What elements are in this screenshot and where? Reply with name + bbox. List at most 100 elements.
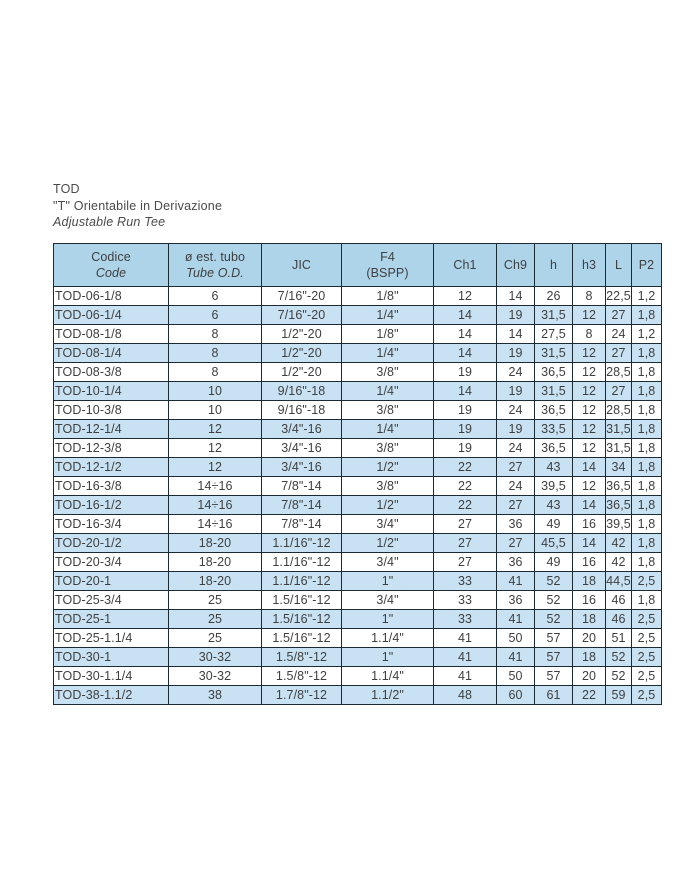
table-row: TOD-16-3/8 14÷16 7/8"-14 3/8" 22 24 39,5 12 36,5… (53, 476, 662, 496)
cell-h: 33,5 (534, 419, 573, 439)
cell-ch9: 24 (496, 362, 535, 382)
cell-code: TOD-06-1/8 (53, 286, 169, 306)
cell-f4: 1/8" (341, 324, 434, 344)
cell-p2: 1,8 (631, 419, 662, 439)
cell-l: 42 (605, 533, 632, 553)
cell-h: 57 (534, 647, 573, 667)
cell-od: 6 (168, 286, 262, 306)
cell-jic: 1/2"-20 (261, 343, 342, 363)
cell-od: 10 (168, 400, 262, 420)
cell-l: 28,5 (605, 400, 632, 420)
cell-ch1: 14 (433, 343, 497, 363)
cell-od: 6 (168, 305, 262, 325)
cell-code: TOD-20-1/2 (53, 533, 169, 553)
cell-ch1: 27 (433, 552, 497, 572)
cell-ch9: 19 (496, 381, 535, 401)
cell-ch9: 41 (496, 571, 535, 591)
cell-jic: 7/16"-20 (261, 286, 342, 306)
cell-p2: 1,8 (631, 590, 662, 610)
cell-od: 12 (168, 438, 262, 458)
cell-h3: 18 (572, 571, 606, 591)
table-row: TOD-38-1.1/2 38 1.7/8"-12 1.1/2" 48 60 61 22 59 2… (53, 685, 662, 705)
cell-l: 36,5 (605, 495, 632, 515)
cell-jic: 1.1/16"-12 (261, 533, 342, 553)
cell-l: 51 (605, 628, 632, 648)
column-header-label-it: Codice (91, 250, 131, 264)
cell-p2: 1,8 (631, 438, 662, 458)
cell-code: TOD-16-1/2 (53, 495, 169, 515)
cell-h: 61 (534, 685, 573, 705)
cell-h3: 18 (572, 647, 606, 667)
cell-ch1: 14 (433, 381, 497, 401)
table-row: TOD-10-1/4 10 9/16"-18 1/4" 14 19 31,5 12 27 1,8 (53, 381, 662, 401)
column-header-label-it: JIC (291, 258, 312, 272)
cell-h: 43 (534, 495, 573, 515)
cell-ch9: 50 (496, 666, 535, 686)
cell-ch9: 14 (496, 286, 535, 306)
cell-p2: 1,8 (631, 305, 662, 325)
column-header-l: L (605, 243, 632, 287)
cell-jic: 1/2"-20 (261, 362, 342, 382)
column-header-label-it: L (614, 258, 623, 272)
cell-code: TOD-20-3/4 (53, 552, 169, 572)
cell-h3: 22 (572, 685, 606, 705)
column-header-label-it: h3 (581, 258, 597, 272)
cell-jic: 7/8"-14 (261, 514, 342, 534)
cell-code: TOD-10-1/4 (53, 381, 169, 401)
cell-ch9: 60 (496, 685, 535, 705)
cell-p2: 1,8 (631, 343, 662, 363)
cell-ch1: 27 (433, 533, 497, 553)
cell-h3: 12 (572, 343, 606, 363)
cell-jic: 1.5/16"-12 (261, 590, 342, 610)
cell-jic: 7/8"-14 (261, 476, 342, 496)
cell-code: TOD-06-1/4 (53, 305, 169, 325)
cell-ch1: 48 (433, 685, 497, 705)
cell-p2: 2,5 (631, 571, 662, 591)
cell-h: 45,5 (534, 533, 573, 553)
cell-jic: 3/4"-16 (261, 419, 342, 439)
cell-h3: 18 (572, 609, 606, 629)
cell-p2: 2,5 (631, 685, 662, 705)
cell-h: 49 (534, 552, 573, 572)
column-header-label-it: P2 (638, 258, 655, 272)
cell-h3: 20 (572, 628, 606, 648)
cell-jic: 3/4"-16 (261, 457, 342, 477)
cell-p2: 1,2 (631, 324, 662, 344)
cell-h3: 12 (572, 305, 606, 325)
cell-p2: 2,5 (631, 609, 662, 629)
cell-h: 31,5 (534, 381, 573, 401)
cell-od: 25 (168, 609, 262, 629)
cell-f4: 3/8" (341, 476, 434, 496)
cell-ch1: 22 (433, 476, 497, 496)
cell-ch9: 19 (496, 343, 535, 363)
cell-jic: 1.5/16"-12 (261, 628, 342, 648)
cell-h: 57 (534, 666, 573, 686)
table-row: TOD-20-1 18-20 1.1/16"-12 1" 33 41 52 18 44,5 2,5 (53, 571, 662, 591)
cell-code: TOD-08-1/4 (53, 343, 169, 363)
cell-f4: 1/2" (341, 533, 434, 553)
cell-h: 39,5 (534, 476, 573, 496)
cell-l: 46 (605, 590, 632, 610)
product-code: TOD (53, 182, 80, 196)
cell-od: 8 (168, 324, 262, 344)
cell-p2: 2,5 (631, 628, 662, 648)
cell-od: 30-32 (168, 666, 262, 686)
column-header-ch9: Ch9 (496, 243, 535, 287)
cell-code: TOD-08-1/8 (53, 324, 169, 344)
cell-od: 8 (168, 362, 262, 382)
cell-p2: 1,8 (631, 533, 662, 553)
cell-p2: 2,5 (631, 647, 662, 667)
cell-f4: 1" (341, 571, 434, 591)
cell-code: TOD-12-1/2 (53, 457, 169, 477)
cell-f4: 1/2" (341, 495, 434, 515)
table-row: TOD-08-1/8 8 1/2"-20 1/8" 14 14 27,5 8 24 1,2 (53, 324, 662, 344)
cell-jic: 7/16"-20 (261, 305, 342, 325)
cell-h: 52 (534, 571, 573, 591)
column-header-label-en: Tube O.D. (186, 266, 244, 280)
cell-jic: 3/4"-16 (261, 438, 342, 458)
cell-h3: 8 (572, 286, 606, 306)
cell-ch1: 14 (433, 324, 497, 344)
cell-h3: 20 (572, 666, 606, 686)
cell-jic: 1.1/16"-12 (261, 552, 342, 572)
table-row: TOD-16-1/2 14÷16 7/8"-14 1/2" 22 27 43 14 36,5 1,… (53, 495, 662, 515)
